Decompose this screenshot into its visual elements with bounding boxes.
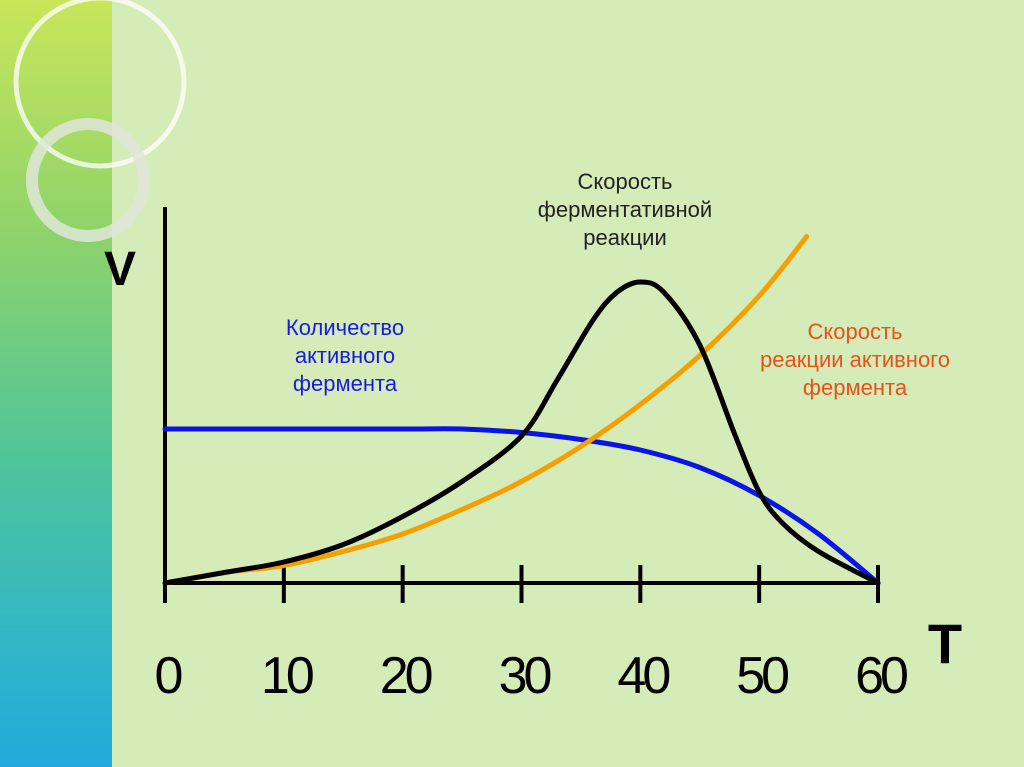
- annotation-line: ферментативной: [537, 197, 713, 222]
- annotation-line: Количество: [285, 315, 405, 340]
- annotation-line: фермента: [802, 375, 908, 400]
- x-axis-label: T: [928, 612, 962, 675]
- annotation-active-enzyme-speed: Скорость реакции активного фермента: [735, 318, 975, 402]
- annotation-line: фермента: [292, 371, 398, 396]
- x-tick-label: 0: [155, 647, 182, 705]
- annotation-line: реакции активного: [760, 347, 950, 372]
- x-tick-label: 40: [617, 647, 669, 705]
- x-tick-label: 30: [499, 647, 551, 705]
- x-tick-label: 10: [261, 647, 313, 705]
- x-tick-label: 20: [380, 647, 432, 705]
- y-axis-label: V: [104, 243, 136, 296]
- annotation-line: реакции: [583, 225, 667, 250]
- annotation-line: активного: [294, 343, 396, 368]
- x-tick-label: 60: [855, 647, 907, 705]
- series-line-active-enzyme: [162, 426, 881, 586]
- annotation-active-enzyme: Количество активного фермента: [260, 314, 430, 398]
- series-line-reaction-speed: [162, 279, 881, 586]
- series-line-active-enzyme-speed: [162, 234, 810, 586]
- decor-ring-top: [13, 0, 187, 169]
- x-tick-label: 50: [736, 647, 788, 705]
- annotation-line: Скорость: [807, 319, 903, 344]
- annotation-reaction-speed: Скорость ферментативной реакции: [510, 168, 740, 252]
- annotation-line: Скорость: [577, 169, 673, 194]
- decor-ring-bottom: [26, 118, 150, 242]
